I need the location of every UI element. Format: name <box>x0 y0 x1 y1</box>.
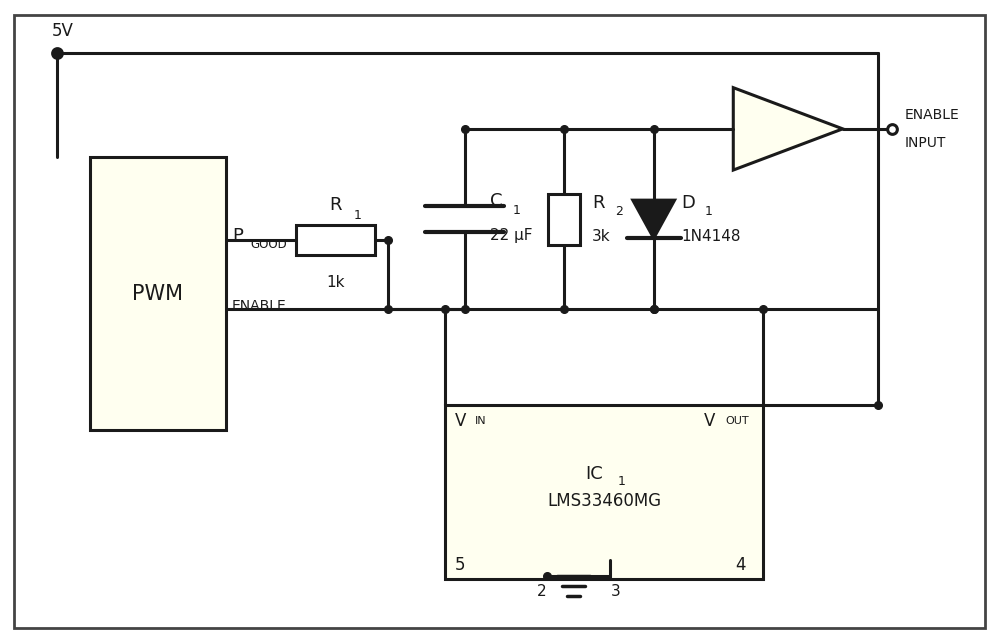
Bar <box>90 158 226 430</box>
Text: GOOD: GOOD <box>251 239 288 251</box>
Text: P: P <box>232 227 243 245</box>
Text: 2: 2 <box>615 205 622 218</box>
Text: OUT: OUT <box>725 416 749 426</box>
Text: D: D <box>681 195 695 212</box>
Text: 5: 5 <box>455 556 466 574</box>
Text: 2: 2 <box>536 584 546 599</box>
Text: IC: IC <box>585 465 602 483</box>
Text: 5V: 5V <box>52 22 74 40</box>
Text: 1k: 1k <box>326 274 345 290</box>
Polygon shape <box>733 87 843 170</box>
Text: 1: 1 <box>704 205 712 218</box>
Text: ENABLE: ENABLE <box>904 108 959 122</box>
Bar <box>548 194 580 244</box>
Text: 1: 1 <box>618 475 625 488</box>
Text: 3k: 3k <box>592 230 610 244</box>
Text: 22 μF: 22 μF <box>490 228 532 242</box>
Text: LMS33460MG: LMS33460MG <box>546 493 661 510</box>
Text: V: V <box>455 412 467 430</box>
Bar <box>296 225 376 255</box>
Text: R: R <box>329 197 342 214</box>
Text: 3: 3 <box>610 584 620 599</box>
Text: PWM: PWM <box>132 284 183 304</box>
Text: 4: 4 <box>735 556 746 574</box>
Text: C: C <box>490 193 502 211</box>
Text: V: V <box>703 412 715 430</box>
Polygon shape <box>632 200 674 238</box>
Text: 1: 1 <box>512 204 520 217</box>
Text: INPUT: INPUT <box>904 136 946 150</box>
Text: IN: IN <box>475 416 487 426</box>
Text: 1: 1 <box>354 209 362 222</box>
Text: R: R <box>592 195 604 212</box>
Bar <box>445 404 763 579</box>
Text: 1N4148: 1N4148 <box>681 230 741 244</box>
Text: ENABLE: ENABLE <box>232 299 287 313</box>
